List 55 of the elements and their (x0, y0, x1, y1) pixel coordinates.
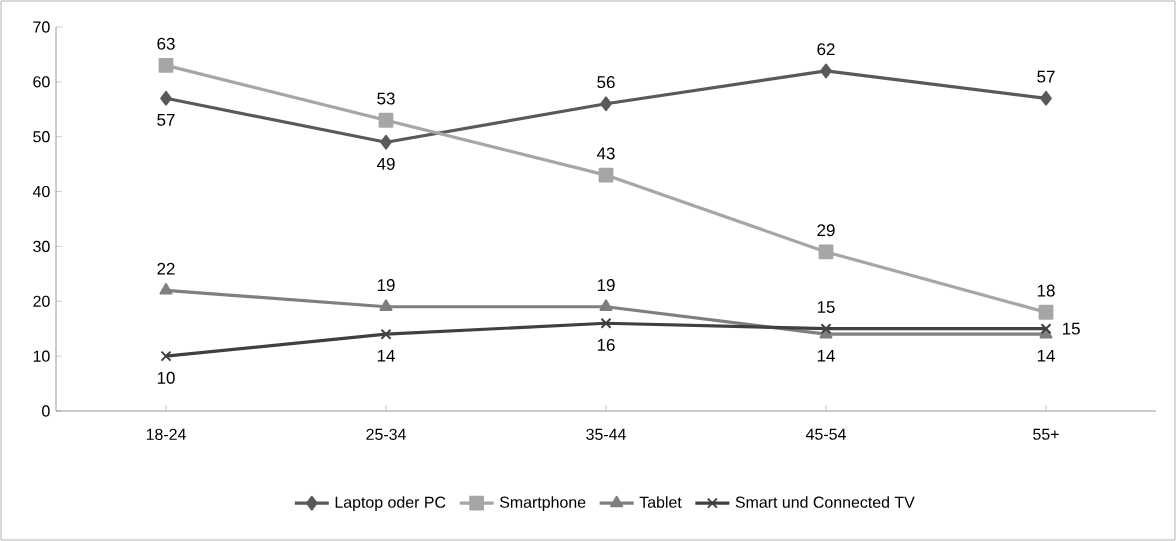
point (379, 299, 393, 311)
x-tick-label: 45-54 (806, 428, 846, 440)
point (600, 96, 612, 112)
x-tick-label: 55+ (1033, 428, 1059, 440)
y-tick-label: 30 (33, 240, 50, 253)
data-label: 18 (1037, 284, 1055, 297)
data-label: 62 (817, 43, 835, 56)
data-label: 43 (596, 147, 615, 160)
y-tick-label: 0 (42, 405, 50, 417)
y-tick-label: 60 (33, 76, 50, 88)
point (1040, 323, 1052, 335)
point (820, 63, 832, 79)
x-tick-label: 25-34 (366, 428, 406, 440)
data-label: 15 (1063, 322, 1080, 335)
point (160, 90, 172, 106)
data-label: 29 (817, 224, 835, 237)
data-label: 19 (377, 279, 395, 292)
data-label: 57 (1037, 70, 1055, 83)
data-label: 14 (377, 349, 395, 362)
point (599, 299, 613, 311)
data-label: 16 (597, 338, 615, 351)
point (600, 317, 612, 329)
y-tick-label: 10 (33, 350, 50, 362)
point (1040, 90, 1052, 106)
data-label: 56 (597, 76, 615, 89)
data-label: 14 (1037, 349, 1055, 362)
data-label: 49 (376, 157, 395, 170)
point (378, 112, 394, 128)
data-label: 19 (597, 279, 615, 292)
x-tick-label: 18-24 (146, 428, 186, 440)
legend-label: Laptop oder PC (335, 496, 446, 512)
point (158, 57, 174, 73)
data-label: 57 (157, 114, 175, 126)
data-label: 14 (817, 349, 835, 362)
y-tick-label: 70 (33, 21, 50, 33)
legend-label: Tablet (639, 496, 682, 508)
data-label: 10 (157, 371, 175, 384)
data-label: 63 (157, 37, 175, 50)
legend-label: Smartphone (499, 496, 586, 512)
x-tick-label: 35-44 (586, 428, 626, 440)
y-tick-label: 40 (32, 185, 50, 198)
data-label: 15 (817, 301, 835, 313)
y-tick-label: 50 (33, 131, 50, 143)
point (818, 244, 834, 260)
point (380, 328, 392, 340)
data-label: 22 (157, 262, 175, 275)
legend-label: Smart und Connected TV (735, 496, 915, 508)
point (160, 350, 172, 362)
point (1038, 304, 1054, 320)
data-label: 53 (377, 92, 395, 105)
y-tick-label: 20 (33, 295, 50, 307)
point (820, 323, 832, 335)
point (598, 167, 614, 183)
point (380, 134, 392, 150)
point (159, 282, 173, 295)
